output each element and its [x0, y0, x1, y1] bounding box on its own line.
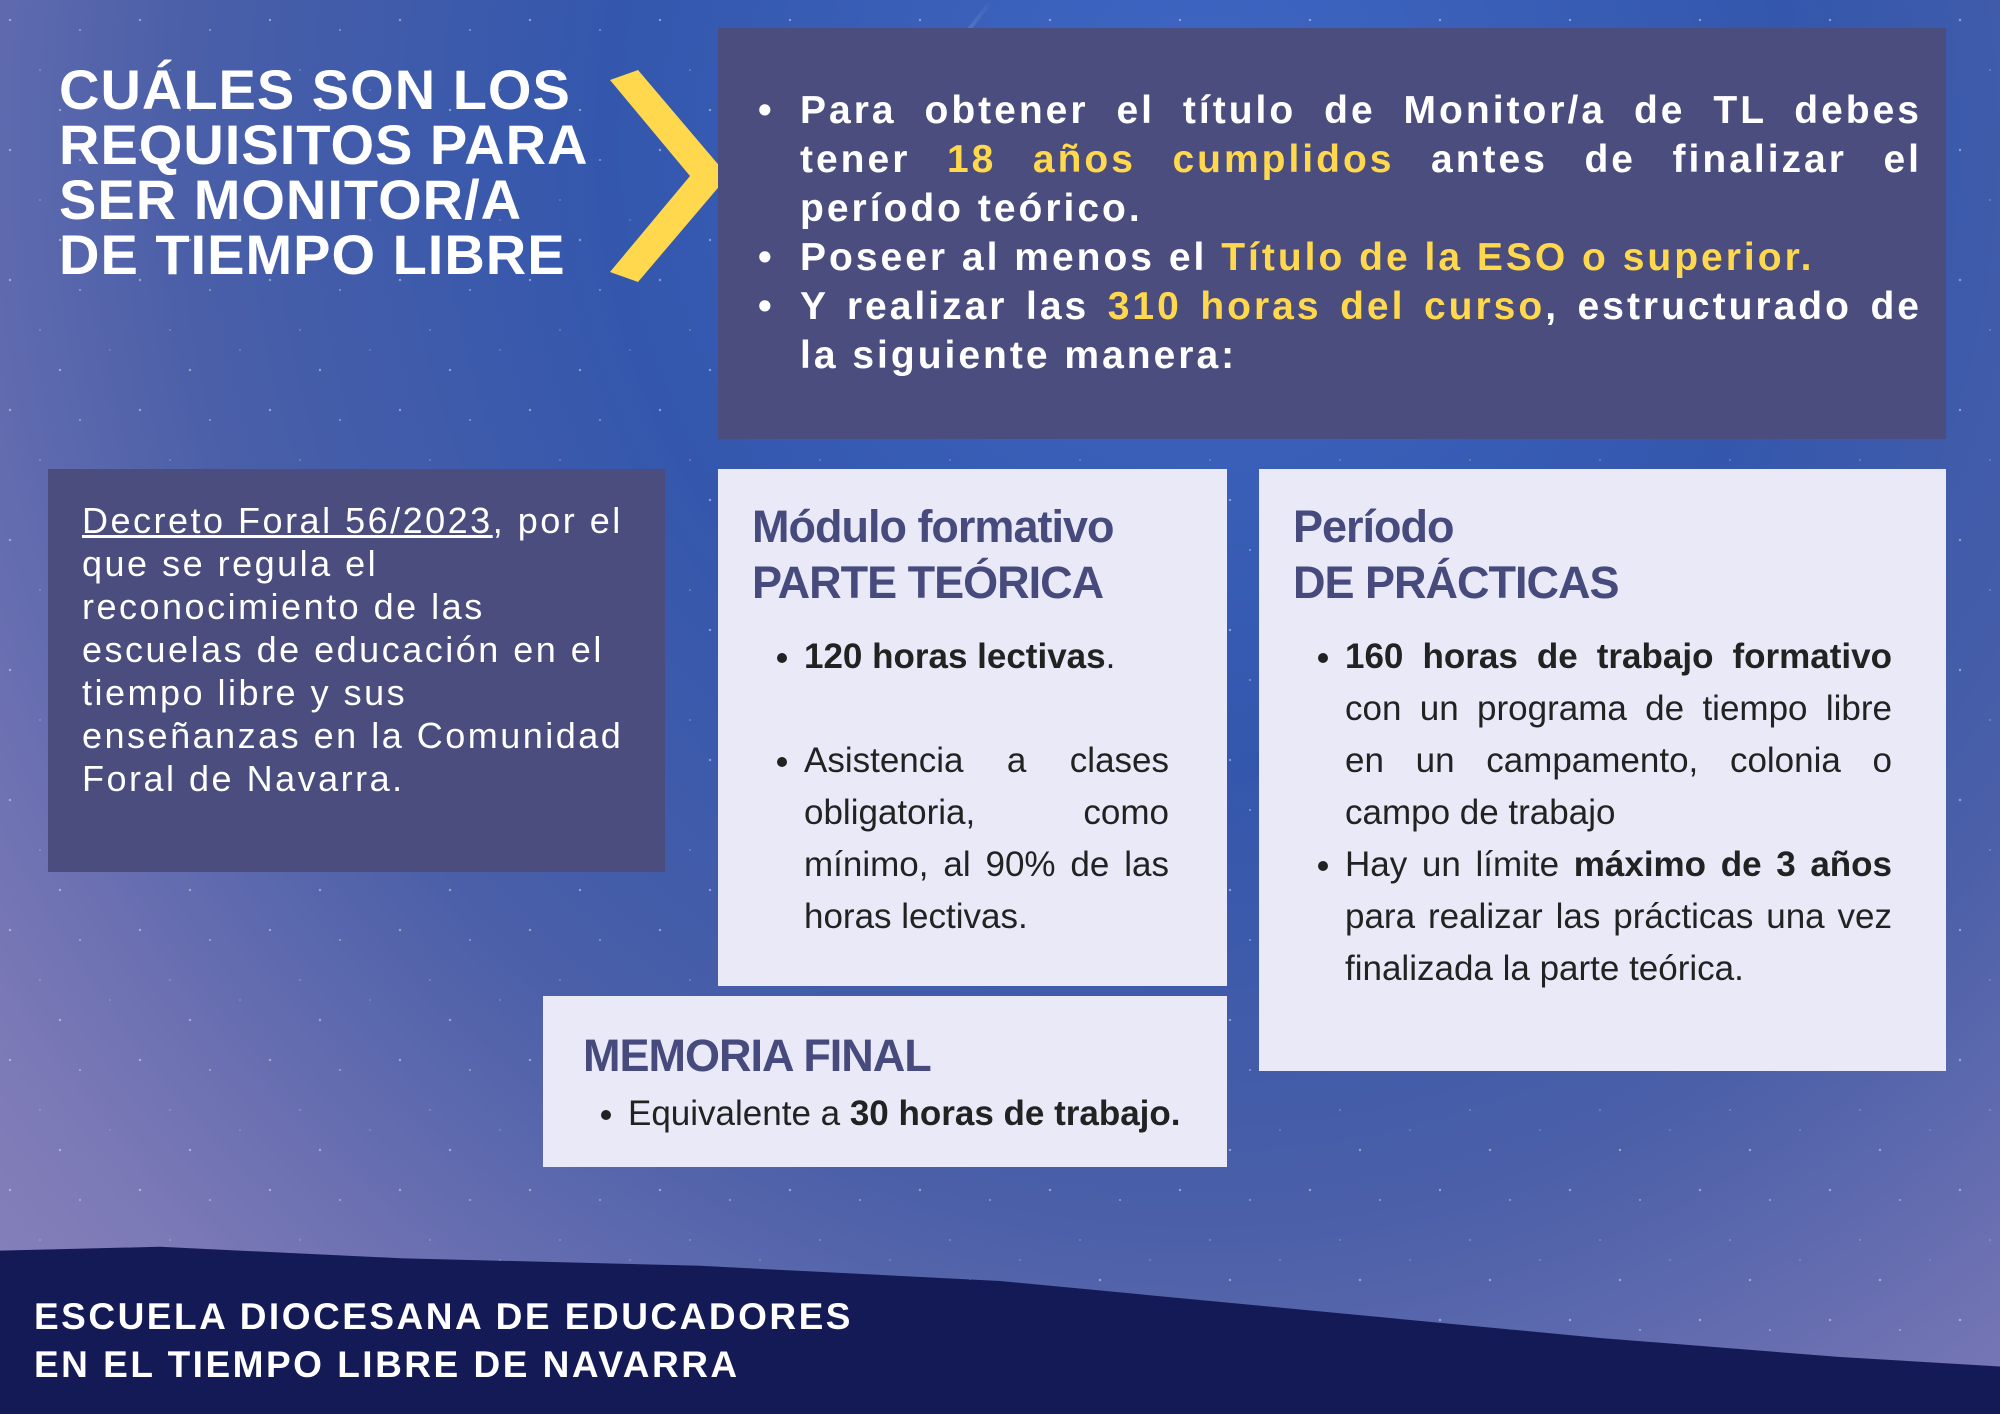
practice-heading: Período DE PRÁCTICAS: [1293, 501, 1620, 608]
memoria-card: MEMORIA FINAL Equivalente a 30 horas de …: [543, 996, 1227, 1167]
decree-box: Decreto Foral 56/2023, por el que se reg…: [48, 469, 665, 872]
list-item: Hay un límite máximo de 3 años para real…: [1345, 839, 1892, 995]
memoria-heading: MEMORIA FINAL: [583, 1030, 932, 1081]
title-line: CUÁLES SON LOS: [59, 58, 571, 121]
decree-link[interactable]: Decreto Foral 56/2023: [82, 500, 493, 541]
footer-school-name: ESCUELA DIOCESANA DE EDUCADORES EN EL TIE…: [34, 1296, 853, 1385]
chevron-right-icon: [610, 70, 728, 282]
title-line: REQUISITOS PARA: [59, 113, 589, 176]
theory-heading: Módulo formativo PARTE TEÓRICA: [752, 501, 1114, 608]
list-item: 120 horas lectivas.: [804, 631, 1169, 683]
requirement-hours: Y realizar las 310 horas del curso, estr…: [758, 282, 1922, 380]
title-line: DE TIEMPO LIBRE: [59, 223, 566, 286]
requirement-age: Para obtener el título de Monitor/a de T…: [758, 86, 1922, 233]
page-title: CUÁLES SON LOS REQUISITOS PARA SER MONIT…: [59, 58, 589, 286]
requirements-box: Para obtener el título de Monitor/a de T…: [718, 28, 1946, 439]
list-item: 160 horas de trabajo formativo con un pr…: [1345, 631, 1892, 839]
title-line: SER MONITOR/A: [59, 168, 523, 231]
list-item: Equivalente a 30 horas de trabajo.: [628, 1088, 1211, 1140]
decree-text: , por el que se regula el reconocimiento…: [82, 500, 624, 799]
list-item: Asistencia a clases obligatoria, como mí…: [804, 735, 1169, 943]
requirement-eso: Poseer al menos el Título de la ESO o su…: [758, 233, 1922, 282]
